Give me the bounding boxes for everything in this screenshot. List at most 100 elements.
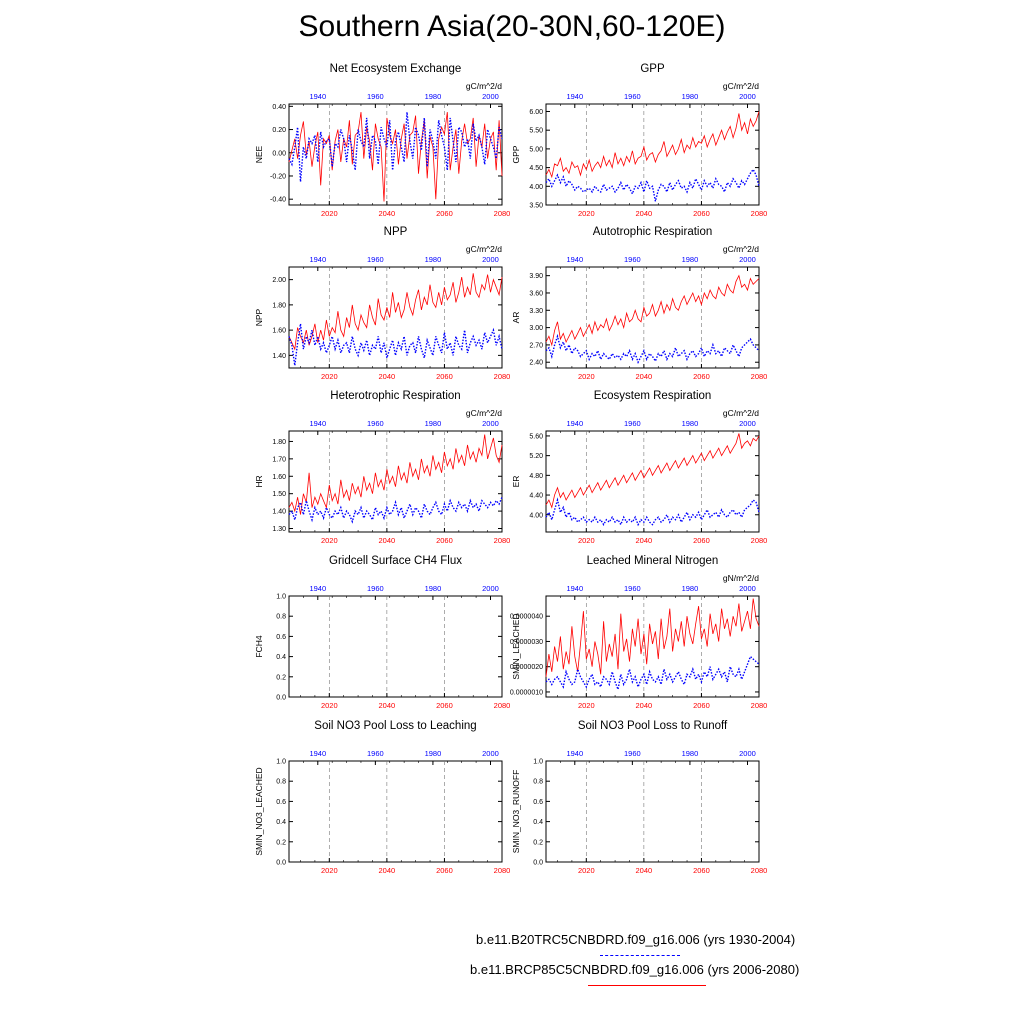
y-tick-label: 1.0 [533,759,543,766]
x-tick-label-future: 2060 [436,536,453,545]
y-tick-label: 0.4 [276,819,286,826]
y-axis-label: HR [254,475,264,487]
series-historical [288,496,503,524]
y-tick-label: 6.00 [529,109,543,116]
x-tick-label-future: 2080 [751,536,768,545]
y-tick-label: 0.40 [272,104,286,111]
x-tick-label-historical: 1960 [624,419,641,428]
panel-title: NPP [384,226,408,238]
y-tick-label: 1.60 [272,474,286,481]
y-tick-label: 4.40 [529,493,543,500]
x-tick-label-future: 2080 [494,209,511,218]
panel-title: Soil NO3 Pool Loss to Leaching [314,720,476,732]
x-tick-label-historical: 1960 [367,749,384,758]
x-tick-label-future: 2020 [578,209,595,218]
y-tick-label: 0.6 [276,799,286,806]
y-tick-label: 5.50 [529,128,543,135]
x-tick-label-historical: 1960 [624,92,641,101]
panel-9: Soil NO3 Pool Loss to Runoff 2020 2040 2060… [511,720,767,875]
panel-title: Net Ecosystem Exchange [330,63,462,75]
x-tick-label-historical: 2000 [482,92,499,101]
y-tick-label: 4.50 [529,165,543,172]
y-tick-label: 0.0000010 [510,689,543,696]
panel-0: Net Ecosystem Exchange gC/m^2/d 2020 2040 20… [254,63,510,218]
panel-title: Leached Mineral Nitrogen [587,555,719,567]
y-tick-label: 2.40 [529,360,543,367]
y-tick-label: 1.0 [276,594,286,601]
panel-title: Autotrophic Respiration [593,226,713,238]
y-tick-label: 1.0 [276,759,286,766]
x-tick-label-historical: 1940 [309,584,326,593]
x-tick-label-future: 2040 [636,372,653,381]
y-tick-label: 0.0 [276,695,286,702]
y-tick-label: 4.80 [529,473,543,480]
y-tick-label: 5.20 [529,453,543,460]
y-tick-label: 0.20 [272,127,286,134]
x-tick-label-historical: 1940 [566,749,583,758]
x-tick-label-historical: 1940 [566,584,583,593]
x-tick-label-future: 2020 [578,372,595,381]
x-tick-label-future: 2080 [494,866,511,875]
series-historical [545,655,760,692]
x-tick-label-historical: 2000 [739,255,756,264]
x-tick-label-historical: 1940 [309,419,326,428]
panel-title: Heterotrophic Respiration [330,390,460,402]
series-future [545,111,760,179]
page-title: Southern Asia(20-30N,60-120E) [298,10,726,43]
panel-units: gC/m^2/d [723,408,759,418]
panel-title: GPP [640,63,665,75]
legend-historical-swatch [600,955,680,956]
panel-units: gC/m^2/d [466,408,502,418]
panel-2: NPP gC/m^2/d 2020 2040 2060 2080 1940 1960 1980 2… [254,226,510,381]
y-tick-label: 5.60 [529,433,543,440]
x-tick-label-historical: 1960 [624,255,641,264]
y-axis-label: NEE [254,145,264,163]
panel-3: Autotrophic Respiration gC/m^2/d 2020 2040 2… [511,226,767,381]
y-tick-label: 1.80 [272,302,286,309]
x-tick-label-historical: 1980 [682,419,699,428]
x-tick-label-historical: 2000 [739,749,756,758]
x-tick-label-future: 2080 [751,209,768,218]
y-tick-label: 3.00 [529,325,543,332]
y-axis-label: ER [511,476,521,488]
x-tick-label-historical: 1980 [425,749,442,758]
panel-title: Gridcell Surface CH4 Flux [329,555,462,567]
y-tick-label: 0.2 [276,839,286,846]
x-tick-label-future: 2020 [321,536,338,545]
x-tick-label-future: 2040 [636,536,653,545]
x-tick-label-future: 2080 [494,372,511,381]
y-tick-label: 0.0 [276,860,286,867]
x-tick-label-historical: 1960 [367,255,384,264]
y-tick-label: 3.60 [529,290,543,297]
x-tick-label-future: 2020 [578,866,595,875]
x-tick-label-future: 2020 [578,701,595,710]
plot-frame [288,595,503,698]
x-tick-label-historical: 1980 [682,255,699,264]
x-tick-label-future: 2080 [494,701,511,710]
x-tick-label-historical: 1980 [682,92,699,101]
series-future [288,112,503,202]
series-historical [545,168,760,202]
y-tick-label: 3.30 [529,308,543,315]
y-tick-label: 0.8 [533,779,543,786]
x-tick-label-historical: 2000 [482,749,499,758]
plot-frame [545,103,760,206]
x-tick-label-future: 2040 [379,866,396,875]
x-tick-label-historical: 2000 [482,255,499,264]
panel-7: Leached Mineral Nitrogen gN/m^2/d 2020 2040… [510,555,767,710]
plot-frame [545,595,760,698]
x-tick-label-future: 2060 [436,701,453,710]
y-tick-label: 0.2 [533,839,543,846]
legend-historical-label: b.e11.B20TRC5CNBDRD.f09_g16.006 (yrs 193… [476,932,796,947]
y-tick-label: 4.00 [529,512,543,519]
x-tick-label-future: 2020 [321,866,338,875]
x-tick-label-historical: 1940 [309,255,326,264]
x-tick-label-future: 2040 [636,701,653,710]
panel-units: gC/m^2/d [466,244,502,254]
y-tick-label: 1.30 [272,526,286,533]
series-historical [288,112,503,182]
x-tick-label-future: 2060 [436,866,453,875]
series-historical [545,333,760,365]
x-tick-label-future: 2080 [494,536,511,545]
y-tick-label: 0.4 [533,819,543,826]
